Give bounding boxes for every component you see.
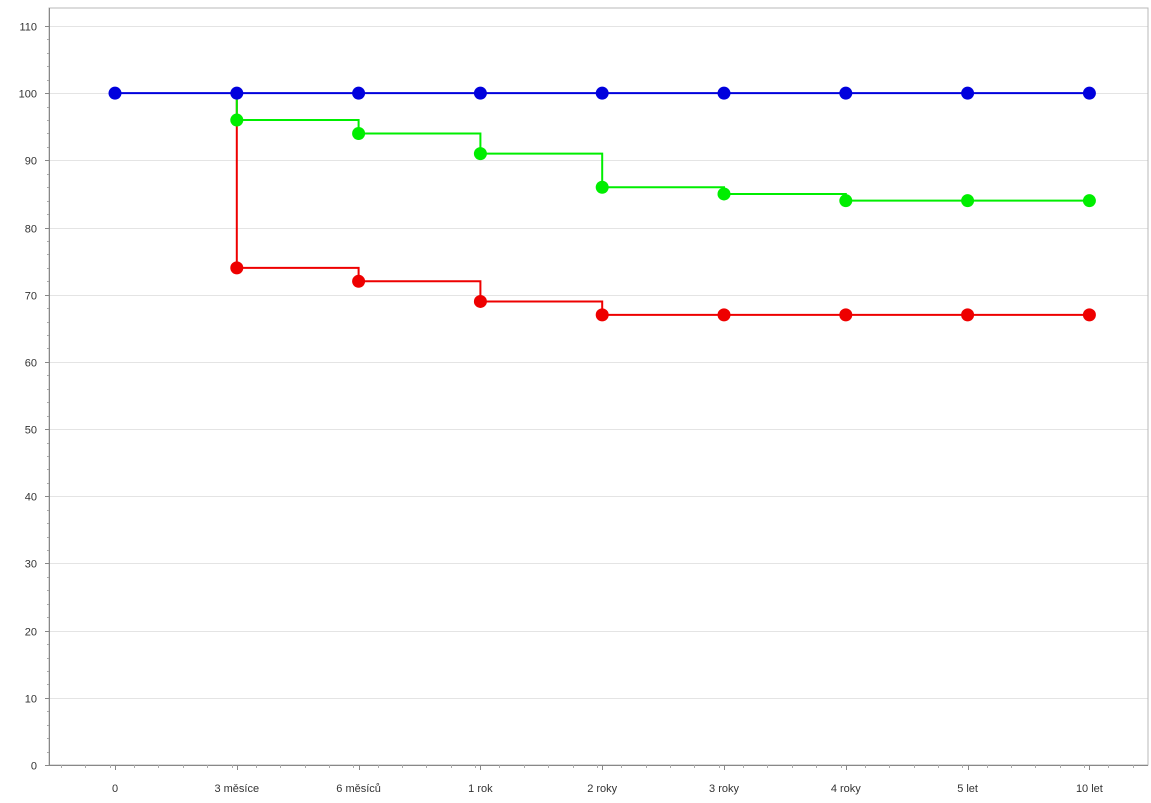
x-tick-label: 3 roky — [709, 783, 739, 795]
data-point — [961, 86, 975, 100]
data-point — [108, 86, 122, 100]
data-point — [352, 274, 366, 288]
axes — [45, 7, 1149, 770]
x-tick-label: 10 let — [1076, 783, 1103, 795]
y-tick-label: 80 — [25, 224, 37, 236]
data-point — [230, 261, 244, 275]
x-tick-label: 5 let — [957, 783, 978, 795]
x-tick-label: 6 měsíců — [336, 783, 381, 795]
data-point — [352, 86, 366, 100]
data-point — [1082, 86, 1096, 100]
y-tick-label: 40 — [25, 492, 37, 504]
data-point — [352, 126, 366, 140]
data-point — [961, 308, 975, 322]
data-point — [961, 194, 975, 208]
data-point — [595, 86, 609, 100]
data-point — [839, 86, 853, 100]
data-point — [717, 86, 731, 100]
series-line — [235, 93, 1090, 316]
x-tick-label: 0 — [112, 783, 118, 795]
y-tick-label: 90 — [25, 156, 37, 168]
y-tick-label: 70 — [25, 291, 37, 303]
y-tick-label: 60 — [25, 358, 37, 370]
data-point — [1082, 308, 1096, 322]
y-tick-label: 50 — [25, 425, 37, 437]
data-point — [839, 308, 853, 322]
tick-labels: 0 10 20 30 40 50 60 70 80 90 100 110 0 3 měsíce 6 měsí… — [19, 22, 1103, 796]
data-point — [230, 86, 244, 100]
data-point — [473, 86, 487, 100]
x-tick-label: 1 rok — [468, 783, 493, 795]
data-point — [473, 294, 487, 308]
data-point — [717, 187, 731, 201]
data-point — [717, 308, 731, 322]
y-tick-label: 10 — [25, 694, 37, 706]
x-tick-label: 2 roky — [587, 783, 617, 795]
data-point — [595, 308, 609, 322]
y-tick-label: 20 — [25, 627, 37, 639]
x-tick-label: 3 měsíce — [214, 783, 259, 795]
series-0 — [108, 86, 1096, 100]
data-point — [473, 147, 487, 161]
data-point — [839, 194, 853, 208]
data-point — [1082, 194, 1096, 208]
x-tick-label: 4 roky — [831, 783, 861, 795]
series-1 — [230, 93, 1096, 208]
y-tick-label: 110 — [19, 22, 37, 34]
data-point — [230, 113, 244, 127]
y-tick-label: 30 — [25, 559, 37, 571]
series-2 — [230, 93, 1096, 322]
data-point — [595, 180, 609, 194]
y-tick-label: 0 — [31, 761, 37, 773]
y-tick-label: 100 — [19, 89, 37, 101]
series-group — [108, 86, 1096, 322]
